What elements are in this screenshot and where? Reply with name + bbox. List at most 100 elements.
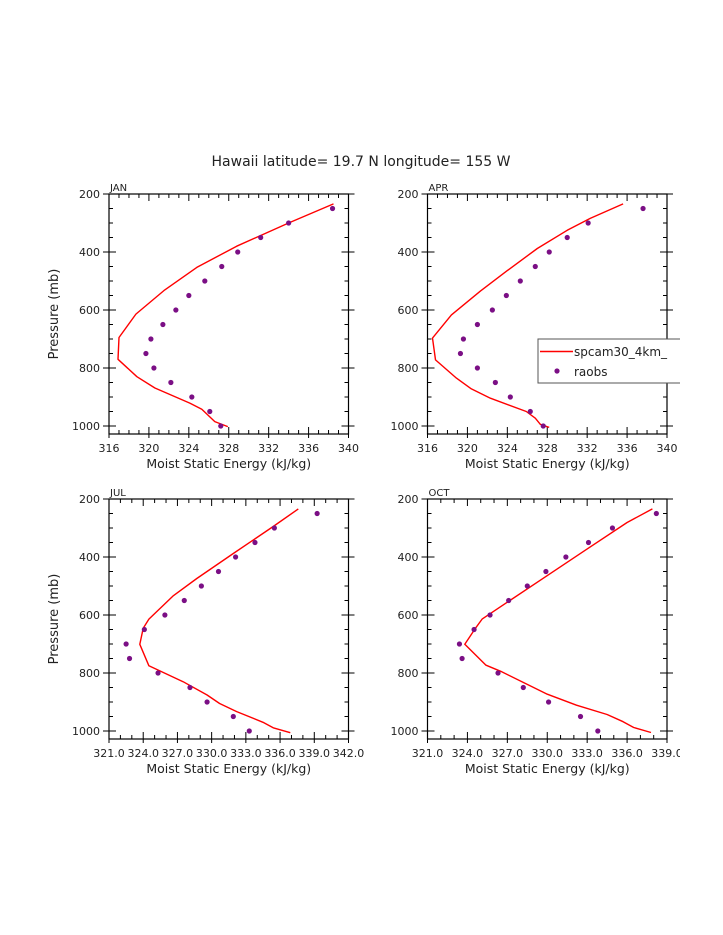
- x-tick-label: 333.0: [230, 747, 262, 760]
- y-axis-label: Pressure (mb): [47, 269, 62, 360]
- x-tick-label: 327.0: [162, 747, 194, 760]
- raobs-point: [252, 539, 258, 546]
- raobs-point: [218, 423, 224, 429]
- raobs-point: [527, 408, 533, 415]
- raobs-point: [507, 394, 513, 400]
- raobs-point: [471, 626, 477, 633]
- raobs-point: [459, 655, 465, 662]
- raobs-point: [585, 220, 591, 226]
- x-tick-label: 328: [218, 442, 239, 455]
- x-tick-label: 339.0: [651, 747, 683, 760]
- x-tick-label: 336.0: [611, 747, 643, 760]
- raobs-point: [143, 350, 149, 357]
- raobs-point: [546, 249, 552, 255]
- y-tick-label: 200: [79, 493, 100, 506]
- y-tick-label: 400: [398, 246, 419, 259]
- raobs-point: [595, 728, 601, 734]
- raobs-point: [517, 278, 523, 284]
- raobs-point: [545, 699, 552, 705]
- raobs-point: [286, 220, 292, 226]
- x-tick-label: 324: [178, 442, 199, 455]
- y-tick-label: 400: [79, 246, 100, 259]
- y-tick-label: 600: [79, 609, 100, 622]
- raobs-point: [456, 641, 463, 647]
- raobs-point: [540, 423, 546, 429]
- raobs-point: [168, 379, 174, 386]
- x-axis-label: Moist Static Energy (kJ/kg): [465, 456, 630, 471]
- y-tick-label: 400: [79, 551, 100, 564]
- plot-frame: [108, 193, 350, 435]
- raobs-point: [520, 684, 526, 691]
- x-tick-label: 321.0: [93, 747, 125, 760]
- raobs-point: [187, 684, 193, 691]
- raobs-point: [503, 292, 509, 299]
- raobs-point: [585, 539, 592, 546]
- raobs-point: [653, 510, 659, 517]
- x-tick-label: 324: [497, 442, 518, 455]
- x-tick-label: 330.0: [532, 747, 564, 760]
- y-tick-label: 800: [79, 667, 100, 680]
- y-axis-label: Pressure (mb): [47, 574, 62, 665]
- x-axis-label: Moist Static Energy (kJ/kg): [465, 761, 630, 776]
- raobs-point: [189, 394, 195, 400]
- y-tick-label: 200: [79, 188, 100, 201]
- panel-title: JUL: [109, 488, 126, 499]
- raobs-point: [126, 655, 133, 662]
- model-line-series: [139, 508, 299, 734]
- x-tick-label: 332: [258, 442, 279, 455]
- raobs-point: [204, 699, 210, 705]
- raobs-point: [246, 728, 252, 734]
- raobs-point: [155, 670, 161, 676]
- y-tick-label: 600: [79, 304, 100, 317]
- y-tick-label: 200: [398, 188, 419, 201]
- raobs-point: [457, 350, 464, 357]
- raobs-point: [198, 583, 204, 589]
- x-tick-label: 328: [537, 442, 558, 455]
- x-tick-label: 342.0: [333, 747, 365, 760]
- raobs-point: [489, 307, 495, 313]
- x-axis-label: Moist Static Energy (kJ/kg): [146, 456, 311, 471]
- x-tick-label: 339.0: [299, 747, 331, 760]
- raobs-point: [219, 263, 225, 270]
- legend-marker-swatch: [554, 368, 560, 374]
- x-tick-label: 330.0: [196, 747, 228, 760]
- x-tick-label: 336.0: [264, 747, 296, 760]
- raobs-point: [232, 554, 239, 560]
- raobs-point: [314, 510, 320, 517]
- y-tick-label: 200: [398, 493, 419, 506]
- x-tick-label: 332: [577, 442, 598, 455]
- x-tick-label: 336: [298, 442, 319, 455]
- panel-title: APR: [429, 183, 449, 194]
- raobs-point: [492, 379, 498, 386]
- x-tick-label: 320: [138, 442, 159, 455]
- raobs-point: [235, 249, 241, 255]
- raobs-point: [148, 336, 154, 342]
- raobs-point: [609, 525, 616, 531]
- x-tick-label: 316: [417, 442, 438, 455]
- y-tick-label: 1000: [72, 725, 100, 738]
- y-tick-label: 600: [398, 304, 419, 317]
- model-line-series: [431, 203, 624, 429]
- x-axis-label: Moist Static Energy (kJ/kg): [146, 761, 311, 776]
- x-tick-label: 321.0: [412, 747, 444, 760]
- x-tick-label: 324.0: [127, 747, 159, 760]
- y-tick-label: 1000: [391, 725, 419, 738]
- x-tick-label: 320: [457, 442, 478, 455]
- raobs-point: [186, 292, 192, 299]
- legend-label: spcam30_4km_: [574, 345, 668, 359]
- raobs-point: [207, 408, 213, 415]
- raobs-point: [460, 336, 467, 342]
- raobs-point: [564, 234, 570, 241]
- raobs-point: [543, 568, 549, 575]
- raobs-point: [474, 321, 480, 328]
- figure-title: Hawaii latitude= 19.7 N longitude= 155 W: [212, 154, 511, 170]
- legend-box: [537, 338, 680, 384]
- raobs-point: [524, 583, 530, 589]
- plot-frame: [426, 193, 668, 435]
- x-tick-label: 333.0: [571, 747, 603, 760]
- raobs-point: [329, 205, 336, 212]
- raobs-point: [640, 205, 646, 212]
- x-tick-label: 336: [617, 442, 638, 455]
- legend: spcam30_4km_raobs: [537, 338, 680, 384]
